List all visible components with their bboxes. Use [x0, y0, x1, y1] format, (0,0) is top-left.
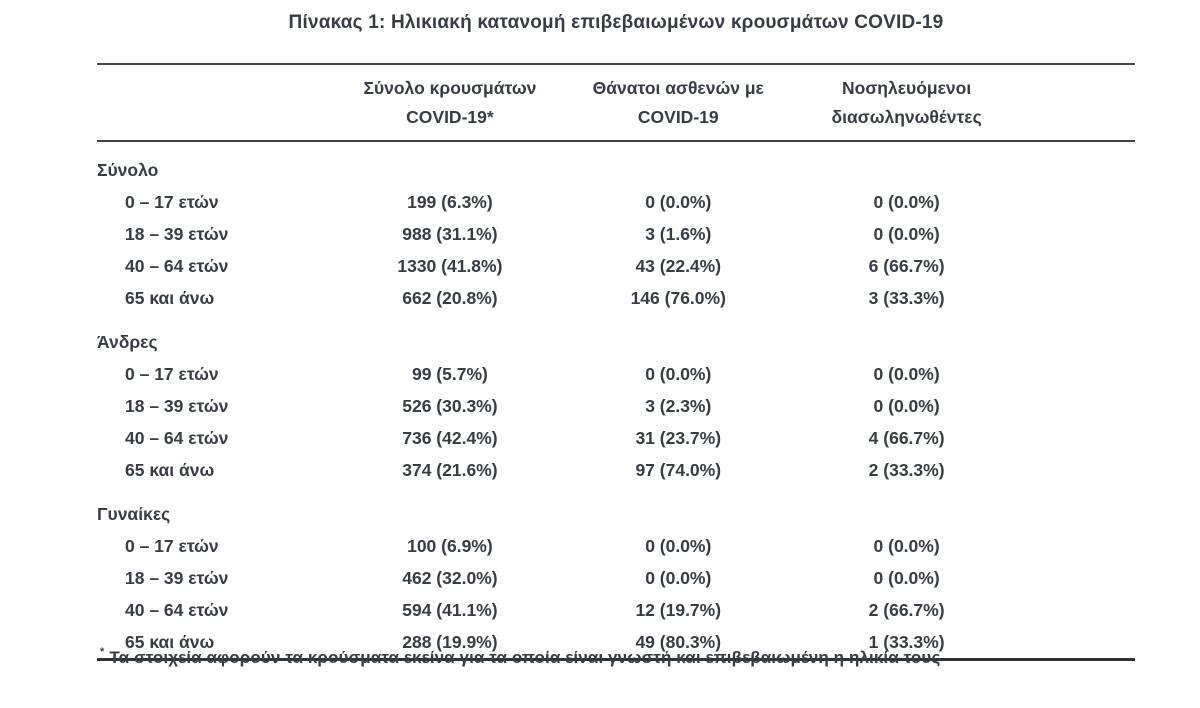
- table-row: 0 – 17 ετών 100 (6.9%) 0 (0.0%) 0 (0.0%): [97, 530, 1135, 562]
- table-row: 65 και άνω 662 (20.8%) 146 (76.0%) 3 (33…: [97, 282, 1135, 314]
- deaths-value: 0 (0.0%): [645, 535, 712, 556]
- cases-value: 526 (30.3%): [402, 395, 498, 416]
- table-row: 18 – 39 ετών 988 (31.1%) 3 (1.6%) 0 (0.0…: [97, 218, 1135, 250]
- age-label: 18 – 39 ετών: [125, 223, 229, 244]
- footnote-marker: *: [100, 646, 105, 658]
- age-label: 18 – 39 ετών: [125, 395, 229, 416]
- cases-value: 1330 (41.8%): [397, 255, 503, 276]
- deaths-value: 146 (76.0%): [630, 287, 726, 308]
- deaths-value: 43 (22.4%): [635, 255, 722, 276]
- spacer-cell: [1010, 250, 1135, 282]
- table-title: Πίνακας 1: Ηλικιακή κατανομή επιβεβαιωμέ…: [288, 12, 944, 33]
- intubated-value: 0 (0.0%): [873, 535, 940, 556]
- intubated-value: 1 (33.3%): [868, 631, 945, 652]
- intubated-value: 0 (0.0%): [873, 363, 940, 384]
- col-header-deaths: Θάνατοι ασθενών με COVID-19: [553, 64, 803, 142]
- deaths-value: 3 (2.3%): [645, 395, 712, 416]
- header-empty-cell: [97, 64, 347, 142]
- section-label-women: Γυναίκες: [97, 504, 171, 524]
- header-row: Σύνολο κρουσμάτων COVID-19* Θάνατοι ασθε…: [97, 64, 1135, 142]
- age-label: 0 – 17 ετών: [125, 535, 219, 556]
- spacer-cell: [1010, 454, 1135, 486]
- age-label: 40 – 64 ετών: [125, 255, 229, 276]
- spacer-cell: [1010, 186, 1135, 218]
- table-header: Σύνολο κρουσμάτων COVID-19* Θάνατοι ασθε…: [97, 64, 1135, 142]
- age-label: 0 – 17 ετών: [125, 191, 219, 212]
- table-row: 18 – 39 ετών 526 (30.3%) 3 (2.3%) 0 (0.0…: [97, 390, 1135, 422]
- cases-value: 288 (19.9%): [402, 631, 498, 652]
- cases-value: 199 (6.3%): [407, 191, 493, 212]
- table-body: Σύνολο 0 – 17 ετών 199 (6.3%) 0 (0.0%) 0…: [97, 141, 1135, 660]
- col-header-deaths-line1: Θάνατοι ασθενών με: [592, 77, 764, 98]
- deaths-value: 0 (0.0%): [645, 363, 712, 384]
- age-label: 65 και άνω: [125, 631, 215, 652]
- table-row: 40 – 64 ετών 1330 (41.8%) 43 (22.4%) 6 (…: [97, 250, 1135, 282]
- spacer-cell: [1010, 530, 1135, 562]
- intubated-value: 4 (66.7%): [868, 427, 945, 448]
- spacer-cell: [1010, 422, 1135, 454]
- section-label-men: Άνδρες: [97, 332, 158, 352]
- table-row: 18 – 39 ετών 462 (32.0%) 0 (0.0%) 0 (0.0…: [97, 562, 1135, 594]
- deaths-value: 49 (80.3%): [635, 631, 722, 652]
- deaths-value: 0 (0.0%): [645, 191, 712, 212]
- cases-value: 100 (6.9%): [407, 535, 493, 556]
- col-header-deaths-line2: COVID-19: [637, 106, 719, 127]
- footnote-text: Τα στοιχεία αφορούν τα κρούσματα εκείνα …: [109, 648, 941, 667]
- spacer-cell: [1010, 594, 1135, 626]
- stats-table: Σύνολο κρουσμάτων COVID-19* Θάνατοι ασθε…: [97, 63, 1135, 661]
- cases-value: 594 (41.1%): [402, 599, 498, 620]
- age-label: 40 – 64 ετών: [125, 599, 229, 620]
- deaths-value: 0 (0.0%): [645, 567, 712, 588]
- intubated-value: 6 (66.7%): [868, 255, 945, 276]
- age-label: 0 – 17 ετών: [125, 363, 219, 384]
- age-label: 65 και άνω: [125, 459, 215, 480]
- covid-age-table: Σύνολο κρουσμάτων COVID-19* Θάνατοι ασθε…: [97, 63, 1135, 661]
- intubated-value: 3 (33.3%): [868, 287, 945, 308]
- deaths-value: 31 (23.7%): [635, 427, 722, 448]
- col-header-intubated-line2: διασωληνωθέντες: [831, 106, 982, 127]
- table-row: 65 και άνω 288 (19.9%) 49 (80.3%) 1 (33.…: [97, 626, 1135, 660]
- col-header-intubated: Νοσηλευόμενοι διασωληνωθέντες: [802, 64, 1011, 142]
- cases-value: 988 (31.1%): [402, 223, 498, 244]
- deaths-value: 12 (19.7%): [635, 599, 722, 620]
- intubated-value: 2 (33.3%): [868, 459, 945, 480]
- intubated-value: 0 (0.0%): [873, 567, 940, 588]
- spacer-cell: [1010, 562, 1135, 594]
- cases-value: 736 (42.4%): [402, 427, 498, 448]
- col-header-cases: Σύνολο κρουσμάτων COVID-19*: [346, 64, 554, 142]
- table-row: 0 – 17 ετών 99 (5.7%) 0 (0.0%) 0 (0.0%): [97, 358, 1135, 390]
- table-row: 65 και άνω 374 (21.6%) 97 (74.0%) 2 (33.…: [97, 454, 1135, 486]
- spacer-cell: [1010, 218, 1135, 250]
- col-header-intubated-line1: Νοσηλευόμενοι: [842, 77, 972, 98]
- cases-value: 99 (5.7%): [411, 363, 488, 384]
- col-header-cases-line2: COVID-19*: [406, 106, 494, 127]
- intubated-value: 0 (0.0%): [873, 191, 940, 212]
- col-header-cases-line1: Σύνολο κρουσμάτων: [363, 77, 537, 98]
- table-row: 0 – 17 ετών 199 (6.3%) 0 (0.0%) 0 (0.0%): [97, 186, 1135, 218]
- intubated-value: 0 (0.0%): [873, 395, 940, 416]
- spacer-cell: [1010, 282, 1135, 314]
- intubated-value: 0 (0.0%): [873, 223, 940, 244]
- age-label: 65 και άνω: [125, 287, 215, 308]
- intubated-value: 2 (66.7%): [868, 599, 945, 620]
- age-label: 40 – 64 ετών: [125, 427, 229, 448]
- section-row-women: Γυναίκες: [97, 486, 1135, 530]
- deaths-value: 97 (74.0%): [635, 459, 722, 480]
- section-row-men: Άνδρες: [97, 314, 1135, 358]
- table-footnote: * Τα στοιχεία αφορούν τα κρούσματα εκείνα…: [100, 646, 1140, 668]
- section-label-total: Σύνολο: [97, 160, 159, 180]
- table-row: 40 – 64 ετών 594 (41.1%) 12 (19.7%) 2 (6…: [97, 594, 1135, 626]
- section-row-total: Σύνολο: [97, 141, 1135, 186]
- spacer-cell: [1010, 358, 1135, 390]
- header-spacer-cell: [1010, 64, 1135, 142]
- spacer-cell: [1010, 390, 1135, 422]
- cases-value: 462 (32.0%): [402, 567, 498, 588]
- cases-value: 662 (20.8%): [402, 287, 498, 308]
- cases-value: 374 (21.6%): [402, 459, 498, 480]
- table-row: 40 – 64 ετών 736 (42.4%) 31 (23.7%) 4 (6…: [97, 422, 1135, 454]
- age-label: 18 – 39 ετών: [125, 567, 229, 588]
- deaths-value: 3 (1.6%): [645, 223, 712, 244]
